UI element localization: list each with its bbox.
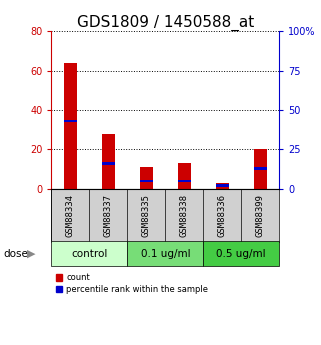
Bar: [102, 134, 115, 189]
Text: GSM88335: GSM88335: [142, 194, 151, 237]
Text: GSM88338: GSM88338: [180, 194, 189, 237]
Bar: [64, 119, 77, 122]
Bar: [216, 183, 229, 189]
Text: dose: dose: [3, 249, 28, 258]
Bar: [64, 63, 77, 189]
Bar: [254, 149, 267, 189]
Bar: [178, 163, 191, 189]
Bar: [140, 167, 153, 189]
Bar: [102, 162, 115, 165]
Bar: [127, 241, 203, 266]
Bar: [140, 179, 153, 183]
Text: GSM88337: GSM88337: [104, 194, 113, 237]
Text: 0.5 ug/ml: 0.5 ug/ml: [216, 249, 266, 258]
Text: GSM88336: GSM88336: [218, 194, 227, 237]
Bar: [51, 241, 127, 266]
Text: ▶: ▶: [27, 249, 36, 258]
Text: GSM88334: GSM88334: [66, 194, 75, 237]
Title: GDS1809 / 1450588_at: GDS1809 / 1450588_at: [77, 15, 254, 31]
Legend: count, percentile rank within the sample: count, percentile rank within the sample: [56, 273, 208, 294]
Text: 0.1 ug/ml: 0.1 ug/ml: [141, 249, 190, 258]
Bar: [178, 179, 191, 183]
Bar: [203, 241, 279, 266]
Text: GSM88399: GSM88399: [256, 194, 265, 237]
Bar: [254, 167, 267, 170]
Text: control: control: [71, 249, 108, 258]
Bar: [216, 184, 229, 187]
